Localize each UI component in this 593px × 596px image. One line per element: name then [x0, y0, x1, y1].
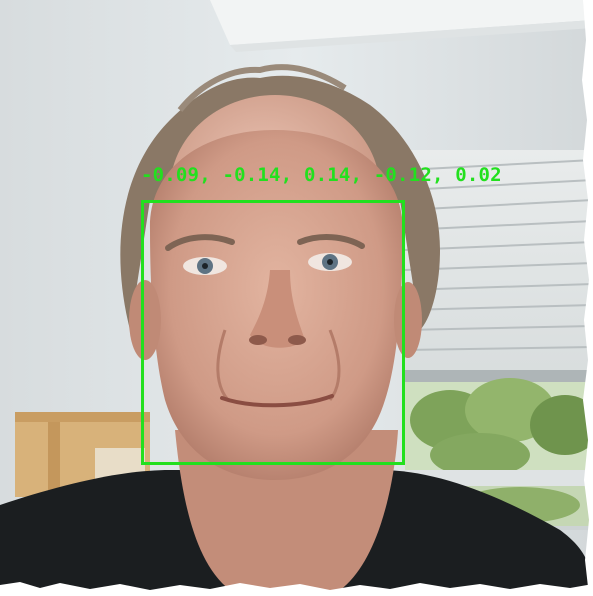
- mouth: [220, 394, 334, 408]
- torn-edge-right: [582, 0, 593, 596]
- torn-edge-bottom: [0, 582, 593, 596]
- left-ear: [129, 280, 161, 360]
- right-ear: [394, 282, 422, 358]
- nose: [250, 270, 305, 348]
- ceiling: [210, 0, 593, 45]
- left-eyebrow: [165, 234, 235, 251]
- hair-wisps: [177, 64, 347, 112]
- face-bounding-box: [141, 200, 405, 465]
- face-detection-label: -0.09, -0.14, 0.14, -0.12, 0.02: [141, 164, 502, 186]
- right-eyebrow: [297, 234, 365, 249]
- window-view-trees: [405, 378, 593, 526]
- ceiling-edge: [230, 20, 593, 52]
